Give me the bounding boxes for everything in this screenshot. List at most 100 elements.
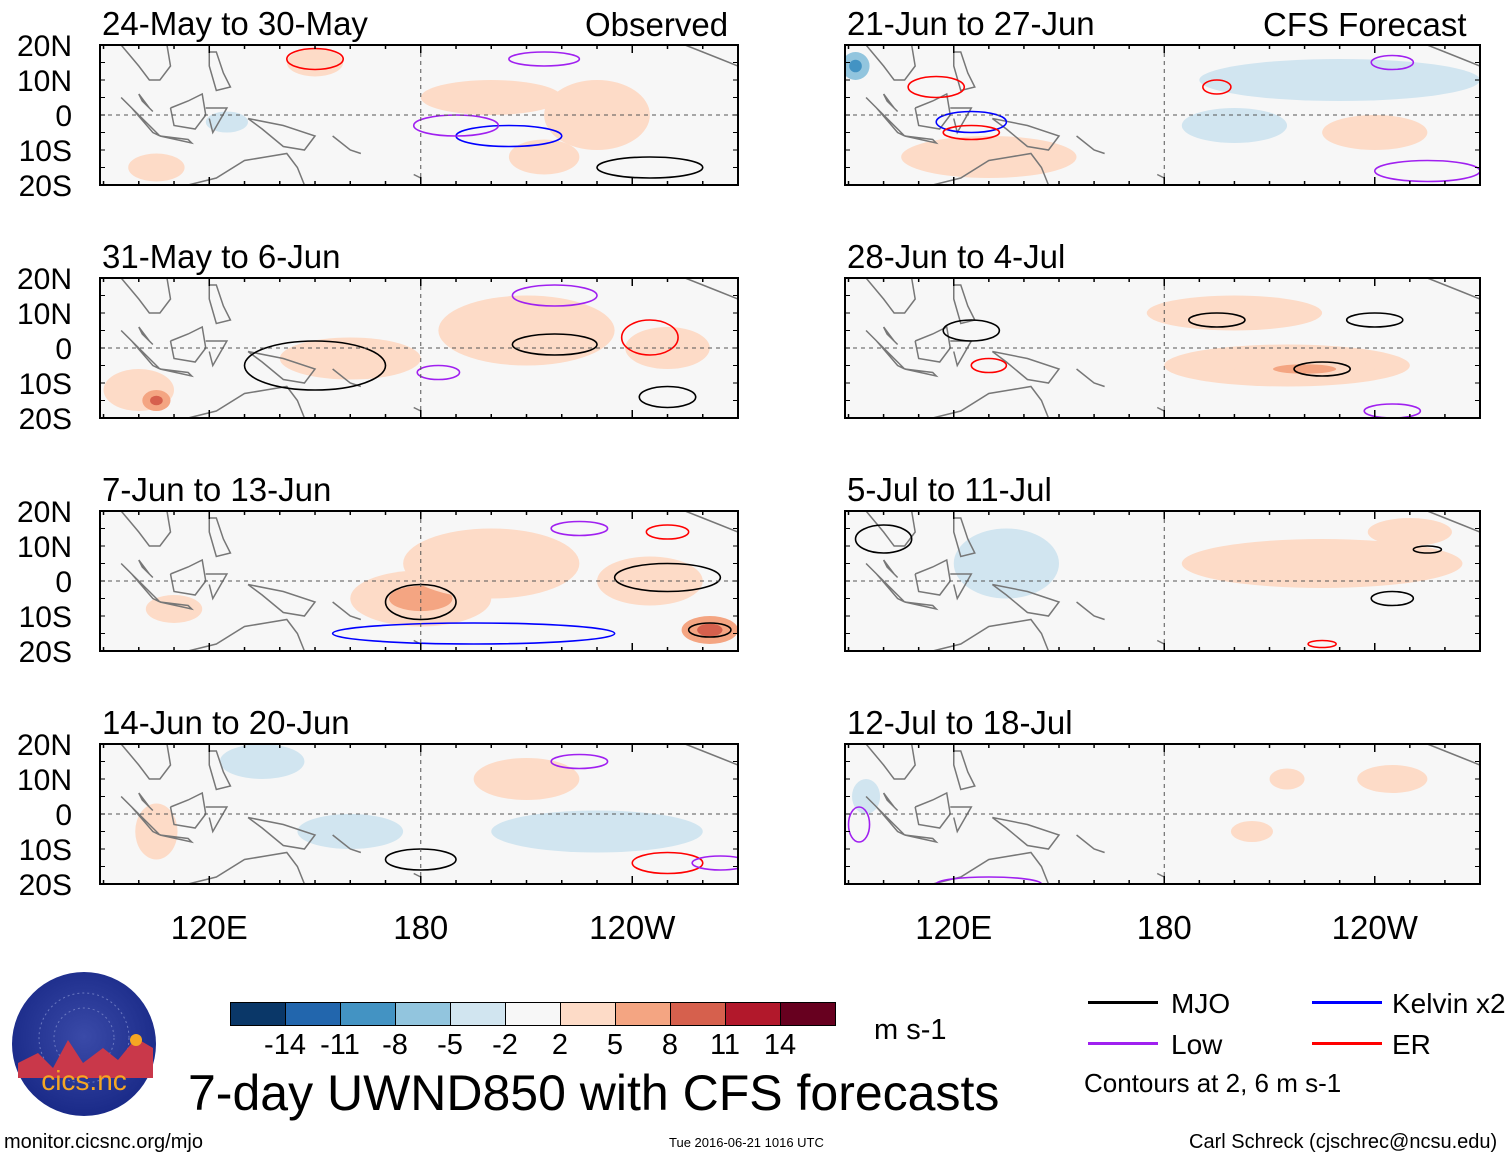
- lat-label: 10S: [18, 368, 72, 401]
- coastline: [882, 93, 899, 113]
- coastline: [208, 51, 232, 92]
- panel-frame: [99, 44, 739, 186]
- coastline: [684, 511, 738, 533]
- colorbar-tick: 8: [661, 1029, 679, 1061]
- lat-label: 10N: [16, 531, 72, 564]
- footer-url[interactable]: monitor.cicsnc.org/mjo: [4, 1131, 203, 1153]
- lat-label: 10N: [16, 298, 72, 331]
- coastline: [1427, 511, 1480, 533]
- legend-low-label: Low: [1171, 1029, 1223, 1060]
- wind-anomaly-region: [219, 744, 305, 779]
- coastline: [138, 326, 154, 346]
- colorbar-tick: -8: [382, 1029, 408, 1061]
- lat-label: 20S: [18, 170, 72, 203]
- wave-contour: [613, 562, 722, 593]
- legend-mjo-label: MJO: [1171, 988, 1231, 1019]
- coastline: [882, 326, 899, 346]
- panel-frame: [844, 510, 1481, 652]
- coastline: [1427, 278, 1480, 300]
- coastline: [904, 834, 939, 844]
- wind-anomaly-core: [1273, 364, 1337, 374]
- panel-title: 21-Jun to 27-Jun: [847, 5, 1095, 42]
- coastline: [1427, 45, 1480, 67]
- coastline: [159, 834, 195, 844]
- coastline: [138, 792, 154, 812]
- coastline: [120, 795, 161, 836]
- coastline: [332, 601, 362, 621]
- wave-contour: [508, 51, 581, 67]
- wave-contour: [1345, 312, 1404, 328]
- wave-contour: [970, 357, 1008, 374]
- colorbar-tick: 14: [763, 1029, 797, 1061]
- wave-contour: [935, 110, 1008, 134]
- coastline: [120, 329, 161, 370]
- coastline: [882, 559, 899, 579]
- colorbar-swatch: [230, 1002, 286, 1026]
- coastline: [865, 744, 916, 780]
- coastline: [120, 511, 172, 547]
- colorbar-swatch: [505, 1002, 561, 1026]
- wave-contour: [907, 75, 966, 99]
- wave-contour: [645, 524, 690, 540]
- panel-title: 28-Jun to 4-Jul: [847, 238, 1066, 275]
- wind-anomaly-core: [849, 59, 862, 73]
- wave-contour: [550, 753, 609, 770]
- map-panel: [844, 44, 1481, 186]
- coastline: [991, 583, 1061, 617]
- coastline: [991, 117, 1061, 151]
- lat-label: 10S: [18, 601, 72, 634]
- legend-er-label: ER: [1392, 1029, 1431, 1060]
- panel-title: 12-Jul to 18-Jul: [847, 704, 1073, 741]
- coastline: [882, 792, 899, 812]
- cics-logo: cics.nc: [12, 972, 156, 1116]
- colorbar-tick: 2: [551, 1029, 569, 1061]
- coastline: [865, 795, 906, 836]
- coastline: [205, 573, 229, 601]
- panel-frame: [844, 277, 1481, 419]
- wave-contour: [1202, 79, 1232, 95]
- wave-contour: [1412, 545, 1443, 554]
- colorbar-swatch: [340, 1002, 396, 1026]
- coastline: [865, 45, 916, 81]
- wind-anomaly-region: [491, 810, 703, 853]
- colorbar-swatch: [450, 1002, 506, 1026]
- coastline: [120, 45, 172, 81]
- lon-label: 180: [1136, 909, 1192, 946]
- lat-label: 0: [55, 799, 72, 832]
- wave-contour: [511, 333, 598, 356]
- wind-anomaly-region: [403, 528, 580, 599]
- coastline: [187, 618, 306, 651]
- lat-label: 10N: [16, 764, 72, 797]
- coastline: [1427, 744, 1480, 766]
- coastline: [159, 601, 195, 611]
- coastline: [187, 385, 306, 418]
- coastline: [950, 806, 973, 834]
- lat-label: 20N: [16, 263, 72, 296]
- map-panel: [844, 743, 1481, 885]
- wave-contour: [1188, 312, 1246, 328]
- wave-contour: [935, 876, 1043, 884]
- coastline: [953, 51, 976, 92]
- legend-kelvin-line: [1312, 1001, 1382, 1004]
- wave-contour: [854, 524, 913, 554]
- coastline: [1076, 834, 1105, 854]
- wind-anomaly-region: [1230, 821, 1274, 842]
- colorbar-tick: -2: [492, 1029, 518, 1061]
- coastline: [865, 562, 906, 603]
- lat-label: 20S: [18, 636, 72, 669]
- coastline: [120, 562, 161, 603]
- forecast-label: CFS Forecast: [1263, 6, 1467, 43]
- colorbar-swatch: [670, 1002, 726, 1026]
- map-panel: [99, 743, 739, 885]
- wind-anomaly-region: [1322, 115, 1428, 150]
- wave-contour: [1373, 159, 1480, 183]
- coastline: [332, 834, 362, 854]
- coastline: [932, 618, 1050, 651]
- wind-anomaly-region: [625, 327, 710, 369]
- wave-contour: [331, 622, 616, 645]
- coastline: [205, 340, 229, 368]
- coastline: [1156, 639, 1165, 645]
- contour-note: Contours at 2, 6 m s-1: [1084, 1068, 1342, 1098]
- coastline: [904, 601, 939, 611]
- panel-title: 7-Jun to 13-Jun: [102, 471, 332, 508]
